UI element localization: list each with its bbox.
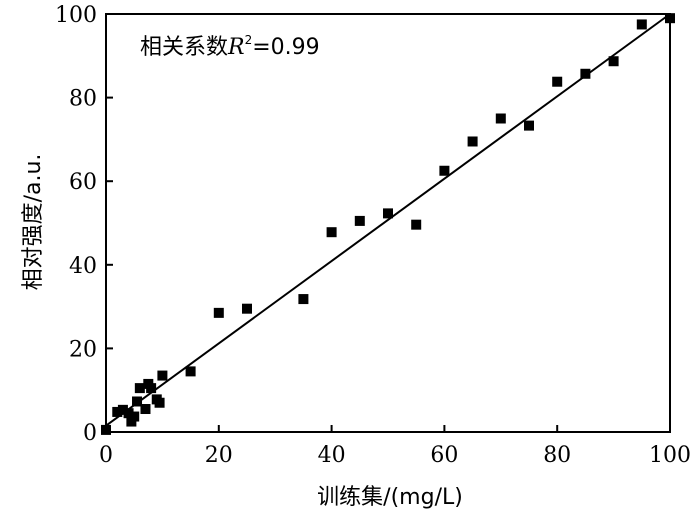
- y-tick-label: 100: [55, 3, 97, 28]
- annotation-value: =0.99: [252, 35, 319, 60]
- x-axis-title: 训练集/(mg/L): [317, 485, 463, 510]
- fit-line: [105, 13, 671, 427]
- data-point: [117, 404, 128, 415]
- data-point: [326, 227, 337, 238]
- data-point: [354, 215, 365, 226]
- data-point: [383, 208, 393, 219]
- data-point: [112, 406, 123, 417]
- data-point: [132, 396, 143, 407]
- axis-ticks: 0 20 40 60 80 100 0 20 40 60 80 100: [55, 3, 691, 468]
- data-point: [154, 397, 165, 408]
- correlation-annotation: 相关系数R2=0.99: [140, 33, 320, 60]
- y-tick-label: 40: [69, 254, 97, 279]
- data-point: [134, 383, 145, 394]
- data-point: [157, 370, 168, 381]
- y-tick-label: 80: [69, 87, 97, 112]
- annotation-variable: R: [227, 35, 245, 60]
- x-tick-label: 40: [318, 443, 346, 468]
- x-tick-label: 80: [543, 443, 571, 468]
- data-point: [608, 56, 619, 67]
- data-point: [552, 76, 563, 87]
- y-tick-label: 20: [69, 337, 97, 362]
- x-tick-label: 100: [649, 443, 691, 468]
- data-point: [439, 165, 450, 176]
- data-points: [101, 13, 675, 435]
- x-tick-label: 20: [205, 443, 233, 468]
- plot-frame: [105, 13, 671, 433]
- y-tick-label: 0: [83, 421, 97, 446]
- data-point: [524, 120, 534, 131]
- y-tick-label: 60: [69, 170, 97, 195]
- data-point: [636, 19, 647, 30]
- data-point: [242, 303, 252, 314]
- data-point: [411, 219, 422, 230]
- data-point: [146, 383, 157, 394]
- x-tick-label: 0: [99, 443, 113, 468]
- data-point: [185, 366, 196, 377]
- annotation-prefix: 相关系数: [140, 35, 228, 60]
- data-point: [140, 404, 151, 415]
- x-tick-label: 60: [430, 443, 458, 468]
- data-point: [129, 411, 140, 422]
- data-point: [580, 68, 591, 79]
- data-point: [123, 408, 134, 419]
- data-point: [467, 136, 478, 147]
- data-point: [298, 294, 309, 305]
- data-point: [495, 113, 506, 124]
- data-point: [213, 307, 224, 318]
- y-axis-title: 相对强度/a.u.: [21, 154, 46, 291]
- data-point: [126, 416, 137, 427]
- annotation-superscript: 2: [245, 33, 253, 47]
